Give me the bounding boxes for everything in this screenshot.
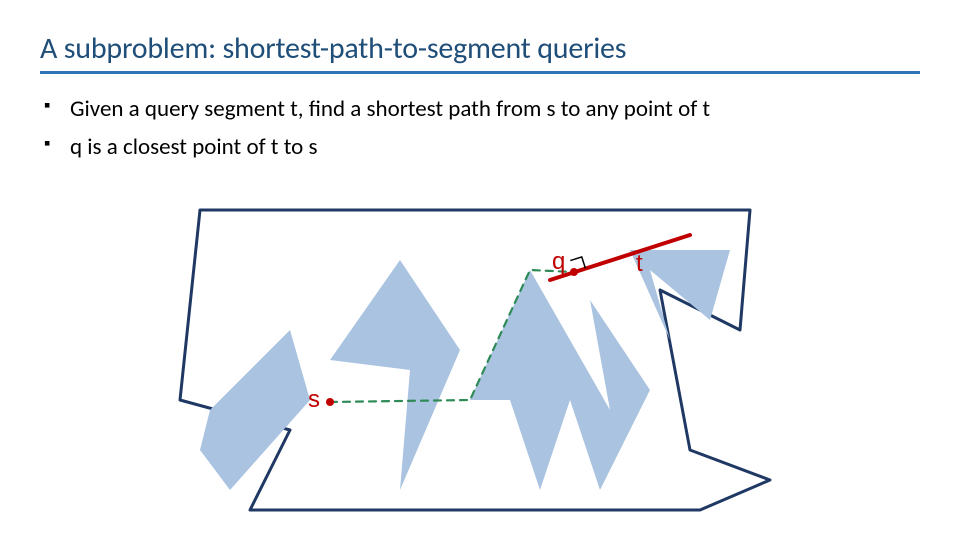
bullet-item: Given a query segment t, find a shortest… bbox=[44, 92, 920, 128]
bullet-list: Given a query segment t, find a shortest… bbox=[44, 92, 920, 165]
obstacle-shape bbox=[330, 260, 460, 490]
obstacle-shape bbox=[470, 270, 650, 490]
diagram-svg bbox=[170, 200, 790, 520]
title-underline-bar bbox=[40, 71, 920, 74]
right-angle-marker bbox=[570, 257, 585, 268]
diagram: s q t bbox=[170, 200, 790, 520]
point-s bbox=[326, 398, 334, 406]
label-s: s bbox=[308, 386, 320, 414]
bullet-text: Given a query segment t, find a shortest… bbox=[70, 95, 710, 123]
label-t: t bbox=[636, 250, 643, 278]
label-q: q bbox=[552, 248, 565, 276]
bullet-item: q is a closest point of t to s bbox=[44, 130, 920, 166]
page-title: A subproblem: shortest-path-to-segment q… bbox=[40, 30, 920, 67]
obstacle-shape bbox=[630, 250, 730, 340]
obstacle-shape bbox=[200, 330, 310, 490]
point-q bbox=[570, 268, 578, 276]
title-underline bbox=[40, 71, 920, 74]
bullet-text: q is a closest point of t to s bbox=[70, 133, 318, 161]
